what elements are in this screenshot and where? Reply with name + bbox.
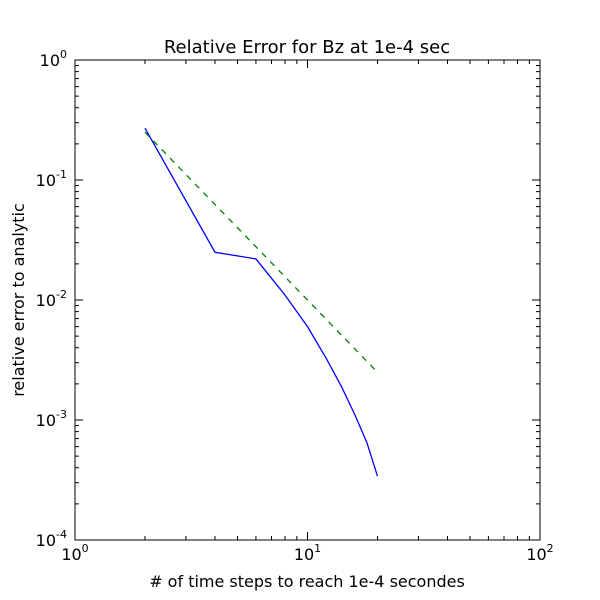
series-line-0 <box>144 127 379 477</box>
y-tick-label: 10-2 <box>36 288 67 310</box>
y-tick-label: 10-3 <box>36 408 67 430</box>
y-tick-label: 100 <box>40 48 67 70</box>
y-axis-label: relative error to analytic <box>9 203 28 397</box>
chart-title: Relative Error for Bz at 1e-4 sec <box>164 37 450 58</box>
y-tick-label: 10-1 <box>36 168 67 190</box>
x-tick-label: 102 <box>526 542 553 564</box>
plot-area <box>144 127 379 477</box>
x-tick-label: 100 <box>61 542 88 564</box>
y-tick-label: 10-4 <box>36 528 67 550</box>
x-axis-label: # of time steps to reach 1e-4 secondes <box>149 572 465 591</box>
x-tick-label: 101 <box>294 542 321 564</box>
axes: 100 101 102 100 10-1 10-2 10-3 10-4 <box>36 48 554 564</box>
series-line-1 <box>144 131 378 373</box>
